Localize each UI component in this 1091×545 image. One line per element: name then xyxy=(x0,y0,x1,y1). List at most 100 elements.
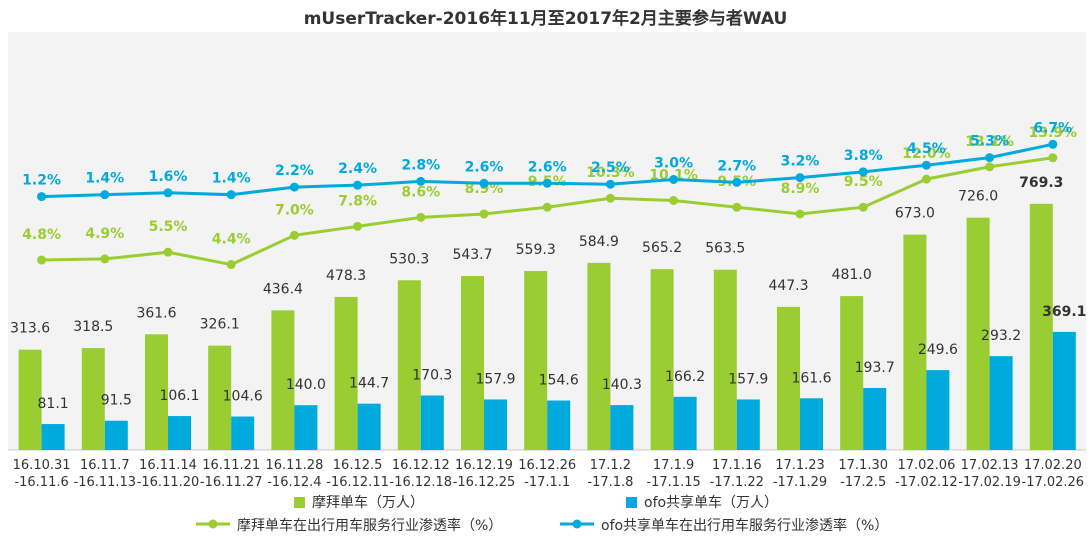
x-tick-label-8-b: -17.1.1 xyxy=(524,475,570,490)
x-tick-label-3-a: 16.11.21 xyxy=(202,458,260,473)
bar-label-mobike-11: 563.5 xyxy=(705,241,745,257)
bar-ofo-6 xyxy=(420,395,444,450)
legend-swatch-mobike-bar xyxy=(294,497,305,508)
point-mobike-6 xyxy=(416,212,426,222)
x-tick-label-16-b: -17.02.26 xyxy=(1022,475,1085,490)
point-label-ofo-15: 5.3% xyxy=(970,134,1009,150)
point-label-mobike-4: 7.0% xyxy=(275,202,314,218)
x-tick-label-0-a: 16.10.31 xyxy=(13,458,71,473)
point-label-mobike-9: 10.3% xyxy=(586,165,635,181)
bar-label-ofo-4: 140.0 xyxy=(286,377,326,393)
bar-mobike-6 xyxy=(397,280,421,450)
point-ofo-11 xyxy=(732,177,742,187)
bar-ofo-5 xyxy=(357,403,381,450)
point-label-mobike-15: 13.1% xyxy=(965,134,1014,150)
point-mobike-5 xyxy=(353,221,363,231)
point-ofo-7 xyxy=(479,178,489,188)
x-tick-label-0-b: -16.11.6 xyxy=(14,475,68,490)
bar-mobike-1 xyxy=(81,348,105,450)
legend-label-mobike-bar: 摩拜单车（万人） xyxy=(312,494,424,511)
bar-label-ofo-10: 166.2 xyxy=(665,369,705,385)
point-label-mobike-6: 8.6% xyxy=(401,184,440,200)
bar-label-ofo-15: 293.2 xyxy=(981,328,1021,344)
x-tick-label-2-a: 16.11.14 xyxy=(139,458,197,473)
point-ofo-6 xyxy=(416,176,426,186)
bar-label-mobike-0: 313.6 xyxy=(10,321,50,337)
bar-label-mobike-2: 361.6 xyxy=(136,305,176,321)
point-label-ofo-0: 1.2% xyxy=(22,173,61,189)
point-label-ofo-11: 2.7% xyxy=(717,158,756,174)
point-mobike-1 xyxy=(100,254,110,264)
point-label-ofo-2: 1.6% xyxy=(149,169,188,185)
x-tick-label-9-b: -17.1.8 xyxy=(587,475,633,490)
point-label-mobike-13: 9.5% xyxy=(844,174,883,190)
legend-marker-ofo xyxy=(572,519,582,529)
legend-label-ofo-line: ofo共享单车在出行用车服务行业渗透率（%） xyxy=(601,517,888,534)
bar-label-ofo-9: 140.3 xyxy=(602,377,642,393)
x-tick-label-16-a: 17.02.20 xyxy=(1024,458,1082,473)
bar-label-mobike-7: 543.7 xyxy=(452,247,492,263)
bar-ofo-1 xyxy=(104,420,128,450)
point-ofo-0 xyxy=(37,192,47,202)
point-ofo-1 xyxy=(100,190,110,200)
point-label-mobike-14: 12.0% xyxy=(902,146,951,162)
legend-label-mobike-line: 摩拜单车在出行用车服务行业渗透率（%） xyxy=(237,517,502,534)
point-label-ofo-8: 2.6% xyxy=(528,159,567,175)
point-label-mobike-5: 7.8% xyxy=(338,193,377,209)
x-tick-label-6-b: -16.12.18 xyxy=(390,475,453,490)
bar-label-mobike-1: 318.5 xyxy=(73,319,113,335)
bar-ofo-4 xyxy=(294,405,318,450)
point-ofo-16 xyxy=(1048,139,1058,149)
bar-label-ofo-8: 154.6 xyxy=(539,373,579,389)
point-mobike-0 xyxy=(37,255,47,265)
bar-ofo-16 xyxy=(1052,331,1076,450)
x-tick-label-4-a: 16.11.28 xyxy=(265,458,323,473)
point-mobike-16 xyxy=(1048,153,1058,163)
x-tick-label-13-a: 17.1.30 xyxy=(838,458,888,473)
bar-label-ofo-12: 161.6 xyxy=(791,370,831,386)
point-label-mobike-7: 8.9% xyxy=(465,181,504,197)
legend-swatch-ofo-bar xyxy=(626,497,637,508)
bar-label-mobike-16: 769.3 xyxy=(1019,175,1063,191)
point-label-ofo-13: 3.8% xyxy=(844,148,883,164)
point-mobike-8 xyxy=(542,202,552,212)
point-ofo-10 xyxy=(669,174,679,184)
bar-label-mobike-15: 726.0 xyxy=(958,189,998,205)
x-tick-label-10-a: 17.1.9 xyxy=(653,458,694,473)
point-mobike-14 xyxy=(921,174,931,184)
point-label-ofo-3: 1.4% xyxy=(212,171,251,187)
point-label-ofo-14: 4.5% xyxy=(907,141,946,157)
x-tick-label-2-b: -16.11.20 xyxy=(137,475,200,490)
x-tick-label-3-b: -16.11.27 xyxy=(200,475,263,490)
bar-label-mobike-12: 447.3 xyxy=(768,278,808,294)
bar-label-ofo-2: 106.1 xyxy=(159,388,199,404)
bar-label-ofo-13: 193.7 xyxy=(855,360,895,376)
point-ofo-12 xyxy=(795,173,805,183)
bar-label-mobike-4: 436.4 xyxy=(263,281,303,297)
point-label-ofo-9: 2.5% xyxy=(591,160,630,176)
point-mobike-15 xyxy=(985,162,995,172)
bar-mobike-2 xyxy=(145,334,168,450)
bar-mobike-8 xyxy=(524,271,548,450)
x-tick-label-8-a: 16.12.26 xyxy=(518,458,576,473)
bar-ofo-11 xyxy=(736,399,760,450)
point-ofo-4 xyxy=(289,182,299,192)
point-ofo-3 xyxy=(226,190,236,200)
bar-label-ofo-5: 144.7 xyxy=(349,376,389,392)
point-label-mobike-1: 4.9% xyxy=(85,226,124,242)
legend-label-ofo-bar: ofo共享单车（万人） xyxy=(644,494,778,511)
bar-mobike-5 xyxy=(334,296,358,450)
point-ofo-9 xyxy=(605,179,615,189)
x-tick-label-6-a: 16.12.12 xyxy=(392,458,450,473)
bar-label-ofo-16: 369.1 xyxy=(1042,304,1086,320)
x-tick-label-12-a: 17.1.23 xyxy=(775,458,825,473)
bar-mobike-13 xyxy=(840,296,864,450)
x-tick-label-11-b: -17.1.22 xyxy=(710,475,764,490)
bar-label-ofo-1: 91.5 xyxy=(101,393,132,409)
bar-label-ofo-6: 170.3 xyxy=(412,368,452,384)
x-tick-label-11-a: 17.1.16 xyxy=(712,458,762,473)
point-mobike-11 xyxy=(732,202,742,212)
x-tick-label-5-a: 16.12.5 xyxy=(333,458,383,473)
bar-ofo-8 xyxy=(547,400,571,450)
